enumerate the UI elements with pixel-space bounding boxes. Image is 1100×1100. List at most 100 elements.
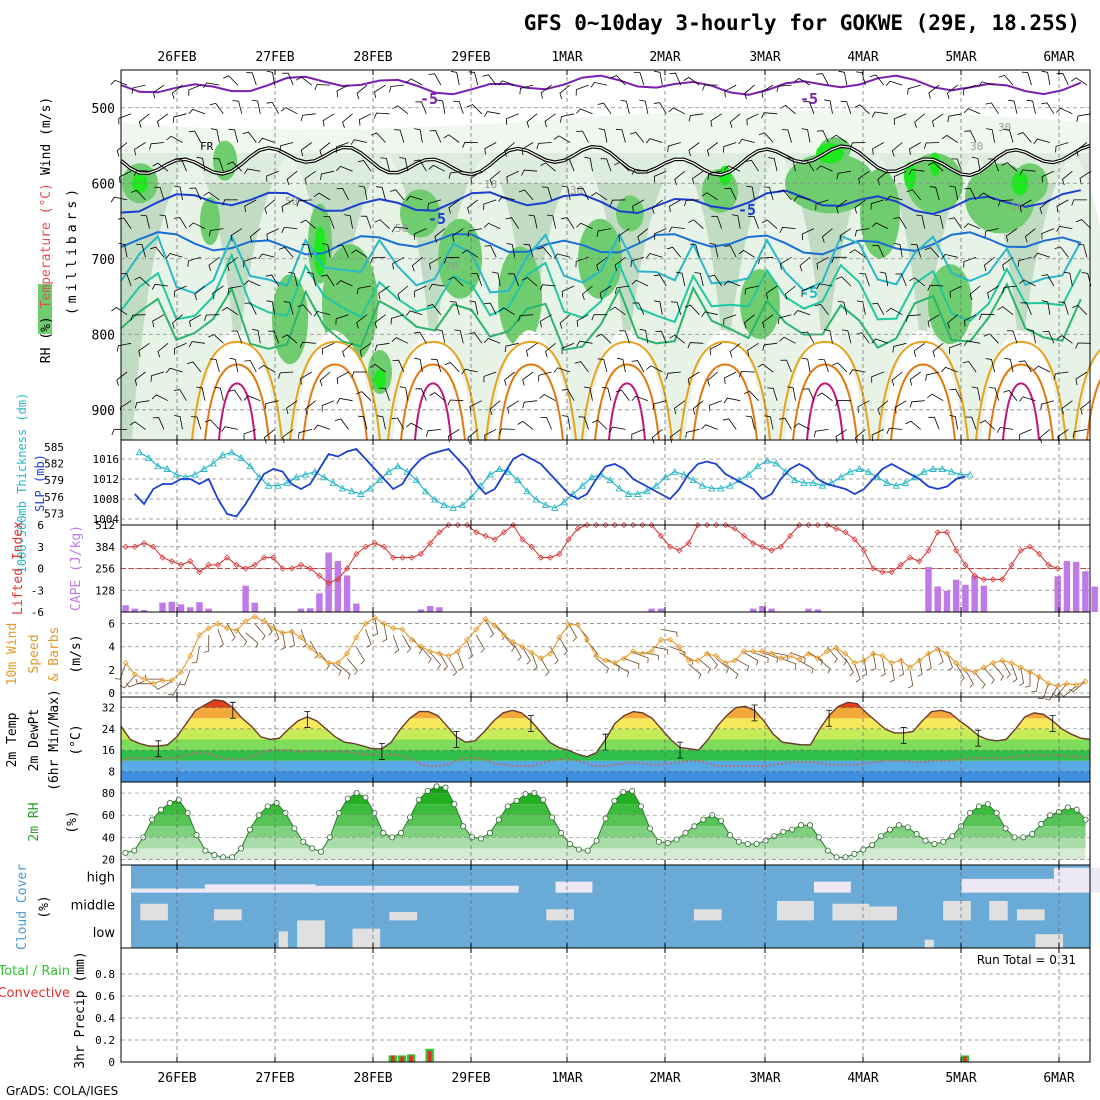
- wind-barb: [871, 222, 888, 229]
- lifted-index-marker: [879, 569, 886, 576]
- wind-barb-10m: [965, 669, 974, 688]
- wind-speed-marker: [602, 657, 609, 664]
- wind-barb: [130, 189, 146, 201]
- wind-barb: [189, 187, 202, 201]
- wind-barb-10m: [475, 634, 485, 653]
- wind-speed-marker: [528, 649, 535, 656]
- wind-barb: [837, 301, 848, 315]
- cape-bar: [122, 605, 129, 612]
- cloud-high-patch: [1053, 867, 1100, 893]
- lifted-index-marker: [990, 576, 997, 583]
- wind-barb-10m: [697, 657, 711, 674]
- cloud-level-label: low: [93, 926, 116, 941]
- wind-speed-marker: [999, 657, 1006, 664]
- wind-barb: [723, 165, 741, 172]
- cloud-low-patch: [1035, 934, 1064, 948]
- wind-barb: [427, 199, 442, 210]
- lifted-index-marker: [307, 565, 314, 572]
- li-tick-label: -3: [31, 584, 44, 597]
- wind-barb: [222, 199, 238, 206]
- wind-barb-10m: [328, 660, 342, 676]
- wind-barb: [413, 159, 427, 172]
- wind-barb: [787, 386, 796, 401]
- thickness-marker: [883, 478, 891, 486]
- thickness-marker: [514, 476, 522, 484]
- wind-speed-line: [125, 615, 1086, 687]
- wind-barb: [174, 285, 187, 298]
- pressure-unit-label: (millibars): [65, 185, 80, 315]
- wind-barb: [910, 244, 922, 258]
- wind-barb: [1001, 162, 1018, 172]
- wind-barb-10m: [568, 623, 578, 642]
- wind-barb-10m: [1044, 685, 1059, 701]
- wind-barb: [832, 362, 848, 373]
- wind-speed-marker: [750, 648, 757, 655]
- rh-marker: [380, 829, 387, 836]
- wind-barb: [909, 400, 925, 408]
- rh-moist-patch: [200, 197, 220, 246]
- rh-marker: [486, 829, 493, 836]
- pressure-tick-label: 900: [92, 404, 115, 419]
- wind-barb: [351, 249, 368, 258]
- temp-minmax-bar: [975, 729, 982, 747]
- wind-barb: [430, 358, 442, 373]
- wind-barb: [692, 170, 704, 185]
- wind-barb: [150, 371, 165, 382]
- wind-speed-marker: [1054, 682, 1061, 690]
- wind-barb: [243, 429, 257, 440]
- wind-barb: [278, 246, 294, 258]
- wind-barb: [779, 417, 792, 430]
- wind-barb: [489, 400, 501, 415]
- wind-speed-marker: [879, 652, 886, 660]
- wind-speed-marker: [906, 664, 914, 671]
- wind-barb: [120, 273, 132, 287]
- rh-band: [125, 848, 1086, 860]
- cape-tick-label: 256: [95, 563, 115, 576]
- chart-title: GFS 0~10day 3-hourly for GOKWE (29E, 18.…: [524, 11, 1080, 35]
- wind-barb: [891, 142, 903, 157]
- wind-barb: [278, 371, 294, 379]
- thickness-marker: [264, 481, 273, 489]
- wind-barb: [449, 301, 460, 315]
- wind-barb: [597, 102, 612, 115]
- thickness-marker: [486, 470, 494, 478]
- thickness-marker: [320, 473, 328, 481]
- wind-barb-10m: [762, 652, 778, 664]
- rh-saturated-patch: [904, 161, 916, 190]
- wind-barb: [706, 142, 718, 157]
- rh-marker: [1082, 816, 1089, 823]
- wind-barb: [816, 283, 833, 290]
- wind-barb: [673, 400, 686, 415]
- lifted-index-marker: [953, 547, 960, 554]
- wind-barb: [1053, 371, 1069, 380]
- wind-barb: [117, 217, 132, 229]
- rh-marker: [1064, 804, 1071, 811]
- contour-label: 30: [570, 184, 583, 197]
- li-tick-label: 6: [37, 519, 44, 532]
- wind-barb-10m: [880, 658, 886, 677]
- wind-barb: [131, 84, 146, 94]
- contour-label: 50: [285, 195, 298, 208]
- wind-barb-10m: [946, 652, 953, 671]
- wind-barb: [152, 417, 165, 430]
- wind-barb: [731, 214, 741, 229]
- wind-barb-10m: [355, 646, 365, 665]
- wind-barb: [504, 142, 515, 157]
- wind-barb: [665, 371, 681, 380]
- contour-label: FR: [200, 140, 214, 153]
- wind-barb-10m: [346, 658, 358, 675]
- wind-barb: [266, 228, 279, 241]
- wind-barb: [172, 314, 183, 329]
- wind-barb: [1072, 429, 1087, 438]
- wind-barb: [227, 256, 239, 272]
- wind-barb: [576, 130, 589, 143]
- wind-barb: [539, 314, 552, 328]
- cape-bar: [805, 608, 812, 612]
- wind-barb: [243, 256, 257, 268]
- wind-barb-10m: [734, 657, 750, 672]
- ylabel-part: RH (%): [39, 316, 54, 363]
- wind-barb: [694, 272, 704, 287]
- thickness-marker: [947, 467, 956, 475]
- thickness-marker: [929, 465, 937, 472]
- lifted-index-marker: [897, 561, 904, 568]
